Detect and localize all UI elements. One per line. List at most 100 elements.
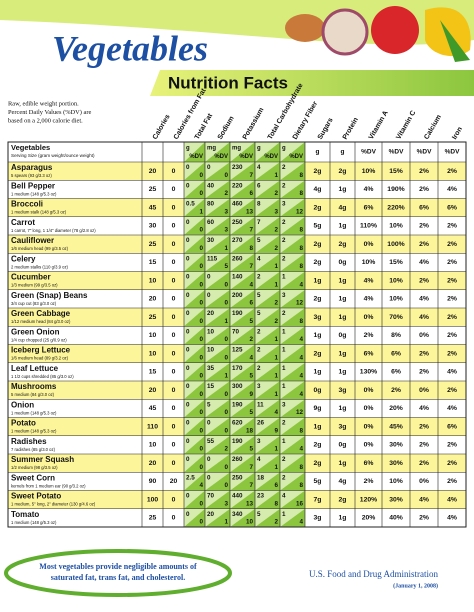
cell-dv: 0 [199,336,203,343]
cell-value: 2% [447,478,457,485]
cell-value: 4% [364,296,374,303]
cell-amount: 2 [282,182,286,189]
cell-value: 1g [339,460,347,467]
cell-lower [230,235,255,254]
cell-amount: 15 [207,383,215,390]
cell-amount: 60 [207,219,215,226]
cell-lower [255,198,280,217]
cell-dv: 0 [199,446,203,453]
cell-lower [230,344,255,363]
cell-amount: 20 [207,511,215,518]
cell-amount: 1 [282,347,286,354]
cell-value: 25 [149,515,157,522]
cell-lower [184,289,205,308]
cell-lower [230,490,255,509]
cell-dv: 3 [224,208,228,215]
vegetable-name: Iceberg Lettuce [11,346,71,355]
cell-value: 20 [170,478,178,485]
cell-dv: 4 [274,409,278,416]
cell-value: 40% [389,515,403,522]
cell-lower [280,142,305,162]
cell-lower [230,180,255,199]
cell-lower [184,308,205,327]
cell-amount: 10 [207,347,215,354]
cell-value: 20 [149,168,157,175]
cell-dv: 1 [274,464,278,471]
column-header: Sodium [217,115,236,141]
cell-value: 25 [149,314,157,321]
cell-dv: 8 [299,263,303,270]
cell-amount: 0 [207,456,211,463]
cell-lower [184,490,205,509]
cell-value: 10% [389,223,403,230]
cell-lower [280,381,305,400]
cell-amount: 2 [282,164,286,171]
cell-amount: 80 [207,201,215,208]
serving-size: 1/12 medium head (84 g/3.0 oz) [11,319,71,324]
cell-lower [280,162,305,181]
cell-value: 6% [447,423,457,430]
cell-lower [255,289,280,308]
cell-dv: 6 [249,190,253,197]
serving-size: 1 1/2 cups shredded (85 g/3.0 oz) [11,374,74,379]
cell-lower [255,435,280,454]
column-header: Protein [342,117,360,141]
cell-lower [280,399,305,418]
cell-value: 0 [172,204,176,211]
cell-value: 10% [389,478,403,485]
column-header: Calories [152,113,172,141]
cell-amount: 2 [282,474,286,481]
cell-lower [230,381,255,400]
cell-dv: %DV [289,154,303,160]
cell-value: 4% [447,515,457,522]
unit: %DV [417,149,432,156]
cell-amount: 1 [282,274,286,281]
cell-dv: 0 [199,300,203,307]
cell-value: 45% [389,423,403,430]
unit: %DV [389,149,404,156]
cell-dv: 3 [274,208,278,215]
cell-value: 3g [339,423,347,430]
cell-lower [184,399,205,418]
cell-value: 1g [339,350,347,357]
cell-value: 2% [419,369,429,376]
title: Vegetables [52,28,208,68]
cell-dv: 13 [246,500,254,507]
cell-dv: 2 [274,245,278,252]
cell-amount: 0 [186,310,190,317]
cell-value: 10% [362,259,376,266]
cell-lower [255,142,280,162]
vegetable-name: Green Cabbage [11,309,71,318]
cell-dv: 1 [274,354,278,361]
cell-dv: %DV [189,154,203,160]
cell-amount: 5 [257,511,261,518]
cell-amount: 340 [232,511,243,518]
cell-dv: 0 [224,409,228,416]
cell-value: 100 [147,496,159,503]
cell-dv: 1 [224,318,228,325]
cell-value: 2% [419,168,429,175]
intro-note: Percent Daily Values (%DV) are [8,109,91,116]
cell-value: 20% [362,515,376,522]
cell-lower [184,472,205,491]
cell-amount: 2.5 [186,474,195,481]
vegetable-name: Green Onion [11,327,60,336]
cell-lower [205,435,230,454]
cell-amount: mg [207,146,216,152]
cell-value: 0 [172,168,176,175]
subtitle: Nutrition Facts [168,73,288,92]
cell-value: 6% [447,204,457,211]
cell-dv: 2 [274,227,278,234]
cell-dv: 9 [274,427,278,434]
serving-size: 1 medium (148 g/5.3 oz) [11,520,57,525]
cell-amount: 2 [282,456,286,463]
vegetable-name: Cauliflower [11,236,54,245]
cell-lower [255,508,280,527]
cell-lower [255,216,280,235]
cell-dv: 4 [299,281,303,288]
cell-amount: 0 [186,383,190,390]
vegetable-name: Sweet Corn [11,473,55,482]
cell-lower [280,472,305,491]
cell-value: 2% [447,241,457,248]
cell-lower [255,454,280,473]
